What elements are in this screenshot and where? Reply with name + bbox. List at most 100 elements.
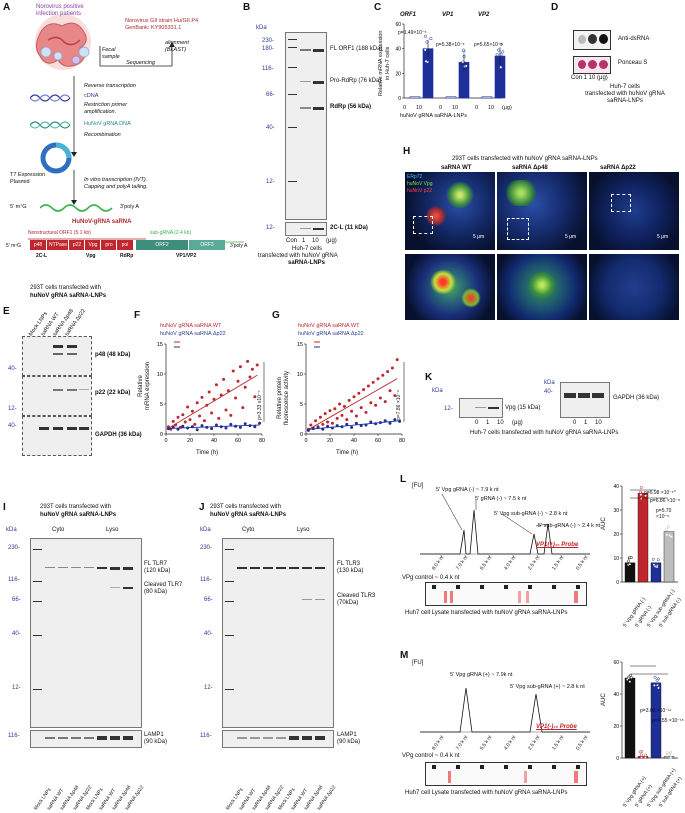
l-bar — [650, 562, 662, 583]
m-ytick-label: 40 — [613, 692, 619, 698]
h-col-p48: saRNA Δp48 — [512, 165, 548, 171]
c-xtick-0c: 0 — [475, 105, 479, 111]
g-point — [386, 370, 390, 374]
d-row-dsrna: Anti-dsRNA — [618, 36, 650, 42]
subg-label: sub-gRNA (2.4 kb) — [150, 230, 192, 236]
cdna-label: cDNA — [84, 93, 99, 99]
f-point — [186, 405, 190, 409]
f-ytick-label: 10 — [157, 372, 163, 378]
b-band-fl-orf1: FL ORF1 (188 kDa) — [330, 46, 383, 52]
m-pval-2: p=6.55 ×10⁻¹⁵ — [652, 718, 684, 724]
f-point — [238, 365, 242, 369]
l-bar-chart: 0 10 20 30 40 — [613, 484, 678, 586]
m-point — [629, 676, 633, 680]
b-mw-66: 66- — [266, 92, 275, 98]
l-peak-2: 5' gRNA (-) ~ 7.5 k nt — [475, 496, 527, 502]
f-point — [241, 406, 245, 410]
f-point — [210, 411, 214, 415]
m-ladder-8: 8.0 k nt — [431, 734, 446, 752]
g-point — [347, 398, 351, 402]
m-ladder-25: 2.5 k nt — [527, 734, 542, 752]
h-zoom-p48 — [497, 254, 587, 320]
j-mw-40: 40- — [204, 631, 213, 637]
f-pval: p=3.33 x10⁻⁵ — [257, 390, 263, 420]
m-point — [665, 751, 669, 755]
k-gapdh-label: GAPDH (36 kDa) — [613, 395, 660, 401]
l-vpg-control: VPg control ~ 0.4 k nt — [402, 575, 460, 581]
h-zoom-wt — [405, 254, 495, 320]
i-band-fl-tlr7: FL TLR7 (120 kDa) — [144, 561, 171, 574]
j-mw2-116: 116- — [200, 733, 212, 739]
e-title-1: 293T cells transfected with — [30, 285, 101, 291]
f-point — [210, 427, 214, 431]
g-point — [378, 396, 382, 400]
c-point — [499, 42, 503, 46]
m-ladder-05: 0.5 k nt — [575, 734, 590, 752]
gene-ntpase: NTPase — [46, 240, 69, 250]
f-point — [236, 379, 240, 383]
l-ladder-55: 5.5 k nt — [479, 554, 494, 572]
l-pval-3: p=5.70 ×10⁻⁵ — [656, 508, 672, 520]
j-title-1: 293T cells transfected with — [210, 504, 281, 510]
c-point — [495, 53, 499, 57]
l-ladder-15: 1.5 k nt — [551, 554, 566, 572]
g-point — [398, 419, 402, 423]
k-mw-12: 12- — [444, 406, 453, 412]
l-ladder-05: 0.5 k nt — [575, 554, 590, 572]
m-point — [655, 678, 659, 682]
c-ytick-label: 60 — [395, 22, 401, 28]
l-auc: AUC — [601, 517, 607, 530]
k-caption: Huh-7 cells transfected with huNoV gRNA … — [470, 430, 619, 436]
restriction-label: Restriction primer amplification. — [84, 102, 128, 115]
m-ladder-15: 1.5 k nt — [551, 734, 566, 752]
j-title-2: huNoV gRNA saRNA-LNPs — [210, 512, 287, 518]
g-point — [369, 401, 373, 405]
k-kda-2: kDa — [544, 380, 555, 386]
m-point — [639, 753, 643, 757]
g-xtick-label: 20 — [327, 438, 333, 444]
g-point — [390, 366, 394, 370]
c-ytick-label: 40 — [395, 47, 401, 53]
f-point — [188, 418, 192, 422]
panel-k-letter: K — [425, 372, 433, 383]
b-band-rdrp: RdRp (56 kDa) — [330, 104, 372, 110]
i-mw-40: 40- — [12, 631, 21, 637]
m-ladder-55: 5.5 k nt — [479, 734, 494, 752]
b-blot-2cl — [285, 222, 327, 236]
under-label-rdrp: RdRp — [120, 253, 134, 259]
c-point — [499, 53, 503, 57]
gene-vpg: Vpg — [84, 240, 101, 250]
b-band-2cl: 2C-L (11 kDa) — [330, 225, 368, 231]
fecal-label: Fecal sample — [102, 47, 120, 60]
k-lane-1: 1 — [486, 420, 490, 426]
i-frac-cyto: Cyto — [52, 527, 65, 533]
f-point — [214, 383, 218, 387]
g-point — [326, 424, 330, 428]
polya-label-2: 3'poly A — [230, 243, 248, 249]
h-image-p48: 5 μm — [497, 172, 587, 250]
h-stain-erp72: ERp72 — [407, 174, 423, 180]
f-point — [195, 401, 199, 405]
gene-p48: p48 — [30, 240, 46, 250]
recomb-label: Recombination — [84, 132, 121, 138]
k-lane-unit: (μg) — [512, 420, 523, 426]
l-point — [639, 493, 643, 497]
g-point — [354, 421, 358, 425]
m-point — [656, 683, 659, 687]
m-ytick-label: 0 — [616, 756, 619, 762]
l-peak-4: 5' sub-gRNA (-) ~ 2.4 k nt — [538, 523, 601, 529]
b-lane-1: 1 — [302, 238, 306, 244]
f-point — [229, 422, 233, 426]
f-xtick-label: 80 — [259, 438, 265, 444]
ns-orf-label: Nonstructural ORF1 (5.1 kb) — [28, 230, 91, 236]
j-band-fl-tlr3: FL TLR3 (130 kDa) — [337, 561, 364, 574]
l-bar — [624, 562, 636, 583]
g-point — [309, 423, 313, 427]
j-blot — [222, 538, 334, 728]
l-ytick-label: 20 — [613, 532, 619, 538]
b-lane-10: 10 — [312, 238, 319, 244]
c-point — [423, 48, 427, 52]
f-point — [224, 408, 228, 412]
h-stain-p22: huNoV p22 — [407, 188, 433, 194]
c-xtick-0b: 0 — [439, 105, 443, 111]
